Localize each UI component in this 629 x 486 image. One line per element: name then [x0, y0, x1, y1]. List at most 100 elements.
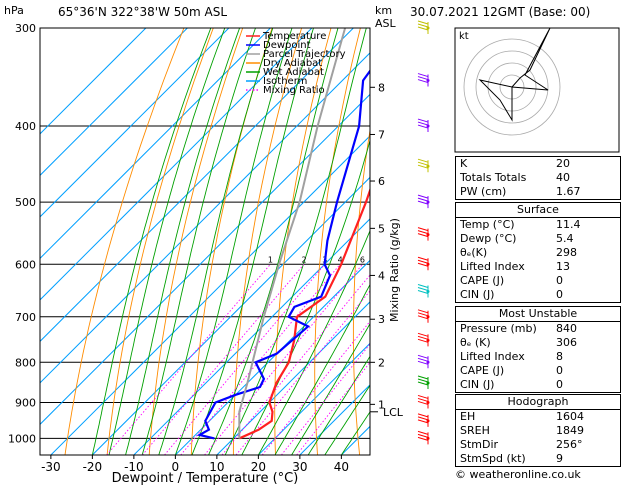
dry-adiabat: [274, 28, 332, 455]
location-label: 65°36'N 322°38'W 50m ASL: [58, 5, 227, 19]
x-tick-label: -30: [41, 460, 61, 474]
pressure-tick-600: 600: [15, 258, 36, 271]
surface-li-row: Lifted Index 13: [460, 260, 570, 273]
wind-barb-flag: [417, 158, 429, 163]
mixing-ratio-line: [261, 320, 370, 455]
plot-frame: [39, 27, 371, 456]
wind-barb-flag: [417, 416, 429, 421]
wet-adiabat: [91, 28, 212, 455]
wet-adiabat: [158, 28, 274, 455]
wet-adiabat: [208, 28, 339, 455]
wind-barb-flag: [417, 121, 429, 126]
km-tick-label: 7: [378, 128, 385, 141]
mixing-ratio-label: 1: [268, 255, 273, 264]
dry-adiabat: [106, 28, 214, 455]
surface-dewp-row: Dewp (°C) 5.4: [460, 232, 574, 245]
mixing-ratio-line: [142, 264, 305, 455]
skewt-axes: 300 400 500 600 700 800 900 1000 -30 -20 -10 0 10 20 3…: [8, 22, 404, 474]
isotherm: [40, 93, 370, 426]
wind-barb-flag: [417, 378, 429, 383]
wind-barb-dot: [426, 381, 430, 385]
wind-barb-dot: [426, 338, 430, 342]
pressure-tick-700: 700: [15, 311, 36, 324]
isotherm: [50, 135, 370, 455]
km-tick-label: 3: [378, 313, 385, 326]
wind-barb-flag: [417, 287, 429, 292]
most-unstable-title: Most Unstable: [456, 307, 620, 322]
mixing-ratio-line: [281, 343, 370, 455]
km-tick-label: 5: [378, 222, 385, 235]
wind-barb-dot: [426, 124, 430, 128]
wind-barb-flag: [417, 76, 429, 81]
wind-barb-flag: [417, 357, 429, 362]
surface-thetae-row: θₑ(K) 298: [460, 246, 577, 259]
isotherm: [258, 342, 370, 455]
wind-barb-flag: [417, 118, 429, 123]
wind-barb-dot: [426, 26, 430, 30]
mu-cape-row: CAPE (J) 0: [460, 364, 563, 377]
legend-entry: Mixing Ratio: [263, 85, 325, 96]
wind-barb-flag: [417, 259, 429, 264]
mixing-ratio-label: 6: [360, 255, 365, 264]
km-tick-label: 6: [378, 175, 385, 188]
legend-entry: Dry Adiabat: [263, 58, 322, 69]
hodograph-ring: [475, 50, 549, 124]
wind-barb-flag: [417, 230, 429, 235]
wind-barb-flag: [417, 433, 429, 438]
wind-barbs: [417, 20, 430, 445]
wind-barb-dot: [426, 436, 430, 440]
wet-adiabat: [324, 384, 370, 455]
pressure-tick-500: 500: [15, 196, 36, 209]
isotherm: [40, 28, 147, 135]
wind-barb-dot: [426, 290, 430, 294]
mixing-ratio-line: [164, 264, 326, 455]
wind-barb-flag: [417, 233, 429, 238]
dry-adiabat: [427, 28, 448, 455]
wind-barb-dot: [426, 315, 430, 319]
mixing-ratio-label: 25: [443, 255, 453, 264]
wet-adiabat: [125, 28, 241, 455]
wind-barb-flag: [417, 413, 429, 418]
km-tick-label: 2: [378, 356, 385, 369]
dry-adiabat: [190, 28, 273, 455]
wind-barb-dot: [426, 233, 430, 237]
wind-barb-flag: [417, 284, 429, 289]
surface-cin-row: CIN (J) 0: [460, 288, 563, 301]
dry-adiabat: [625, 28, 629, 455]
x-tick-label: -20: [83, 460, 103, 474]
mixing-ratio-label: 2: [301, 255, 306, 264]
wind-barb-flag: [417, 335, 429, 340]
wind-barb-flag: [417, 400, 429, 405]
surface-title: Surface: [456, 203, 620, 218]
sreh-row: SREH 1849: [460, 424, 584, 437]
wind-barb-flag: [417, 73, 429, 78]
x-tick-label: 30: [292, 460, 307, 474]
wind-barb-dot: [426, 262, 430, 266]
km-tick-label: 8: [378, 81, 385, 94]
wind-barb-flag: [417, 419, 429, 424]
mixing-ratio-label: 15: [411, 255, 421, 264]
surface-cape-row: CAPE (J) 0: [460, 274, 563, 287]
legend-entry: Dewpoint: [263, 40, 311, 51]
mixing-ratio-label: 20: [429, 255, 439, 264]
wind-barb-dot: [426, 360, 430, 364]
k-row: K 20: [460, 157, 570, 170]
wind-barb-flag: [417, 312, 429, 317]
wet-adiabat: [291, 322, 370, 455]
mu-li-row: Lifted Index 8: [460, 350, 563, 363]
mu-thetae-row: θₑ (K) 306: [460, 336, 577, 349]
wind-barb-flag: [417, 430, 429, 435]
wind-barb-flag: [417, 164, 429, 169]
mixing-ratio-line: [296, 361, 370, 455]
mu-pressure-row: Pressure (mb) 840: [460, 322, 577, 335]
surface-table: Surface Temp (°C) 11.4 Dewp (°C) 5.4 θₑ(K)…: [455, 202, 621, 303]
asl-unit: ASL: [375, 17, 397, 30]
hpa-unit: hPa: [4, 4, 24, 17]
wet-adiabat: [258, 229, 370, 455]
series-temperature: [238, 187, 370, 440]
datetime-label: 30.07.2021 12GMT (Base: 00): [410, 5, 590, 19]
eh-row: EH 1604: [460, 410, 584, 423]
